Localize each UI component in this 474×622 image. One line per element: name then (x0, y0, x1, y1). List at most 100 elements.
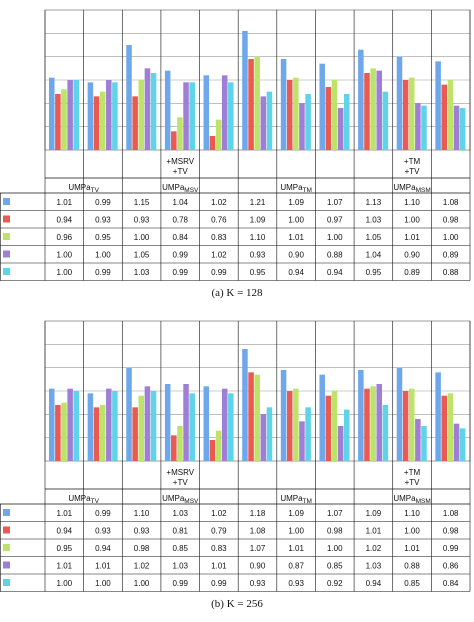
table-cell: 1.08 (443, 509, 459, 518)
table-cell: 1.10 (404, 198, 420, 207)
table-cell: 1.01 (57, 562, 73, 571)
bar-msv-5 (248, 59, 254, 150)
table-cell: 0.93 (95, 527, 111, 536)
bar-tm-0 (67, 80, 73, 150)
bar-tm-6 (299, 103, 305, 150)
category-label: +MSRV (166, 157, 194, 166)
bar-msm-3 (189, 393, 195, 461)
bar-tv-2 (126, 45, 132, 150)
chart-panel-k128: +MSRV +TV +TM +TV UMPaTV UMPaMSV UMPaTM UMPaMSM… (0, 0, 474, 311)
bar-msm-8 (383, 405, 389, 461)
table-cell: 1.07 (327, 198, 343, 207)
table-cell: 1.05 (366, 233, 382, 242)
bar-tv-5 (242, 31, 248, 150)
table-cell: 1.13 (366, 198, 382, 207)
bar-tm-8 (376, 384, 382, 461)
bar-tv-7 (319, 64, 325, 150)
category-label: +TV (173, 167, 189, 176)
table-cell: 1.09 (366, 509, 382, 518)
bar-tm-10 (454, 106, 460, 150)
table-cell: 1.03 (172, 509, 188, 518)
bar-tv-1 (88, 393, 94, 461)
table-cell: 0.96 (57, 233, 73, 242)
table-cell: 0.98 (327, 527, 343, 536)
group-label: UMPaMSM (393, 494, 430, 505)
bar-msm-4 (228, 82, 234, 150)
legend-swatch-msv (3, 216, 10, 223)
bar-msv-0 (55, 94, 61, 150)
table-cell: 1.00 (327, 544, 343, 553)
group-label-name: UMPa (393, 494, 416, 503)
legend-swatch-tv (3, 198, 10, 205)
group-label: UMPaMSM (393, 183, 430, 194)
table-cell: 1.10 (404, 509, 420, 518)
chart-panel-k256: +MSRV +TV +TM +TV UMPaTV UMPaMSV UMPaTM UMPaMSM… (0, 311, 474, 622)
table-cell: 0.94 (95, 544, 111, 553)
table-cell: 0.99 (172, 268, 188, 277)
bar-msv-5 (248, 372, 254, 461)
bar-msm-0 (74, 80, 80, 150)
legend-swatch-msm (3, 268, 10, 275)
bar-msrv-6 (293, 389, 299, 461)
table-cell: 0.93 (250, 579, 266, 588)
table-cell: 1.00 (288, 216, 304, 225)
table-cell: 1.05 (134, 251, 150, 260)
bar-tm-4 (222, 389, 228, 461)
bar-tm-5 (261, 414, 267, 461)
bar-msrv-8 (370, 386, 376, 461)
bar-msrv-5 (254, 57, 260, 150)
legend-swatch-msrv (3, 233, 10, 240)
bar-msrv-7 (332, 80, 338, 150)
table-cell: 0.99 (172, 579, 188, 588)
bar-tv-10 (435, 61, 441, 150)
table-cell: 0.99 (211, 268, 227, 277)
legend-swatch-tm (3, 251, 10, 258)
table-cell: 1.03 (172, 562, 188, 571)
table-cell: 0.99 (95, 268, 111, 277)
table-cell: 0.85 (172, 544, 188, 553)
table-cell: 0.95 (57, 544, 73, 553)
bar-msv-7 (326, 396, 332, 461)
bar-msm-6 (305, 407, 311, 461)
table-cell: 0.94 (288, 268, 304, 277)
bar-msrv-2 (139, 80, 145, 150)
table-cell: 1.00 (57, 251, 73, 260)
table-cell: 0.93 (134, 527, 150, 536)
bar-msv-6 (287, 80, 293, 150)
table-cell: 1.02 (366, 544, 382, 553)
table-cell: 0.99 (443, 544, 459, 553)
table-cell: 0.98 (134, 544, 150, 553)
bar-msrv-0 (61, 403, 67, 461)
table-cell: 0.93 (288, 579, 304, 588)
bar-msv-2 (132, 96, 138, 150)
bar-msm-9 (421, 106, 427, 150)
bar-tm-7 (338, 426, 344, 461)
bar-tv-8 (358, 50, 364, 150)
bar-msrv-9 (409, 78, 415, 150)
table-cell: 0.76 (211, 216, 227, 225)
table-cell: 1.01 (404, 233, 420, 242)
table-cell: 1.00 (404, 527, 420, 536)
bar-msv-8 (364, 389, 370, 461)
bar-msm-5 (267, 407, 273, 461)
bar-msrv-0 (61, 89, 67, 150)
table-cell: 1.01 (95, 562, 111, 571)
table-cell: 0.84 (443, 579, 459, 588)
bar-msm-10 (460, 108, 466, 150)
table-cell: 1.01 (288, 544, 304, 553)
table-cell: 0.88 (443, 268, 459, 277)
bar-tv-9 (397, 368, 403, 461)
table-cell: 0.95 (366, 268, 382, 277)
table-cell: 0.83 (211, 544, 227, 553)
bar-msv-9 (403, 391, 409, 461)
group-label-name: UMPa (162, 183, 185, 192)
bar-tm-4 (222, 75, 228, 150)
table-cell: 0.79 (211, 527, 227, 536)
bar-msm-7 (344, 410, 350, 461)
bar-msrv-4 (216, 120, 222, 150)
table-cell: 1.01 (366, 527, 382, 536)
table-cell: 0.89 (443, 251, 459, 260)
bar-tm-6 (299, 421, 305, 461)
table-cell: 0.90 (250, 562, 266, 571)
